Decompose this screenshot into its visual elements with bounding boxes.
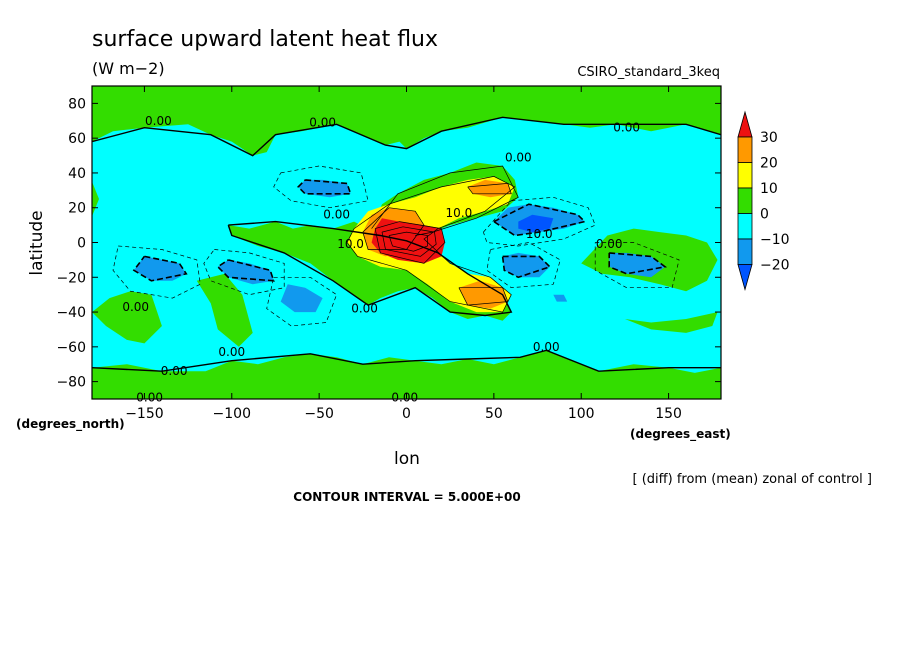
contour-region-0_10-2 [92, 350, 721, 399]
contour-label-4: 0.00 [323, 208, 350, 222]
y-tick-label-8: −80 [56, 375, 86, 391]
contour-line-23 [608, 252, 668, 275]
contour-label-9: 0.00 [351, 302, 378, 316]
contour-line-16 [486, 242, 561, 289]
contour-region-0_10-5 [196, 273, 253, 347]
contour-line-14 [273, 165, 369, 209]
contour-line-9 [381, 226, 437, 257]
contour-label-5: 10.0 [446, 206, 473, 220]
contour-label-14: 0.00 [391, 390, 418, 404]
contour-labels: 0.00 0.00 0.00 0.00 0.00 10.0 10.0 10.0 0.00 0.00… [122, 114, 640, 404]
colorbar-segment-20_30 [737, 136, 753, 163]
contour-label-1: 0.00 [309, 116, 336, 130]
contour-region-0_10-8 [624, 312, 718, 333]
y-axis-ticks: 80 60 40 20 0 −20 −40 −60 −80 [56, 96, 721, 391]
contour-line-17 [594, 242, 680, 289]
dataset-label: CSIRO_standard_3keq [577, 65, 720, 80]
contour-label-11: 0.00 [218, 345, 245, 359]
colorbar: 30 20 10 0 −10 −20 [737, 110, 790, 291]
colorbar-segment-m10_0 [737, 213, 753, 240]
lat-unit-label: (degrees_north) [16, 417, 125, 432]
contour-lines [92, 116, 721, 372]
colorbar-label-0: 30 [760, 130, 778, 146]
chart-units: (W m−2) [92, 59, 165, 78]
y-tick-label-0: 80 [68, 96, 86, 112]
x-tick-label-5: 100 [568, 406, 595, 422]
contour-region-m20_m10-20 [609, 252, 666, 278]
diff-note: [ (diff) from (mean) zonal of control ] [633, 472, 872, 487]
y-tick-label-6: −40 [56, 305, 86, 321]
x-axis-ticks: −150 −100 −50 0 50 100 150 [125, 86, 682, 422]
contour-region-m20_m10-21 [553, 294, 568, 302]
contour-line-21 [493, 203, 587, 237]
contour-line-18 [132, 255, 188, 282]
contour-region-m20_m10-17 [298, 179, 351, 198]
colorbar-label-1: 20 [760, 156, 778, 172]
colorbar-arrow-high [737, 110, 753, 138]
contour-label-2: 0.00 [613, 121, 640, 135]
x-tick-label-6: 150 [655, 406, 682, 422]
contour-label-7: 10.0 [526, 227, 553, 241]
contour-line-2 [227, 220, 513, 317]
contour-line-1 [92, 349, 721, 372]
chart-title: surface upward latent heat flux [92, 27, 438, 52]
contour-line-3 [371, 165, 519, 236]
contour-line-19 [216, 259, 275, 282]
contour-label-8: 0.00 [596, 237, 623, 251]
contour-line-0 [92, 116, 721, 157]
contour-region-0_10-3 [228, 221, 512, 321]
contour-line-15 [483, 196, 596, 247]
colorbar-label-2: 10 [760, 181, 778, 197]
x-tick-label-1: −100 [213, 406, 251, 422]
lon-unit-label: (degrees_east) [630, 427, 731, 442]
y-tick-label-2: 40 [68, 166, 86, 182]
contour-line-12 [203, 249, 285, 296]
y-tick-label-3: 20 [68, 201, 86, 217]
contour-line-20 [297, 179, 352, 195]
contour-line-8 [374, 221, 446, 264]
contour-label-13: 0.00 [136, 390, 163, 404]
x-tick-label-4: 50 [485, 406, 503, 422]
colorbar-segment-10_20 [737, 162, 753, 189]
contour-region-m20_m10-16 [280, 284, 323, 313]
contour-label-3: 0.00 [505, 150, 532, 164]
contour-region-0_10-0 [92, 86, 721, 156]
contour-interval-label: CONTOUR INTERVAL = 5.000E+00 [293, 490, 520, 504]
y-tick-label-1: 60 [68, 131, 86, 147]
colorbar-label-3: 0 [760, 207, 769, 223]
y-tick-label-7: −60 [56, 340, 86, 356]
contour-label-6: 10.0 [337, 237, 364, 251]
colorbar-segment-m20_m10 [737, 238, 753, 265]
x-axis-label: lon [394, 449, 420, 469]
contour-line-7 [467, 183, 512, 195]
contour-region-below_m20-22 [518, 214, 554, 233]
contour-line-10 [388, 231, 428, 252]
colorbar-segment-0_10 [737, 187, 753, 214]
contour-line-13 [266, 276, 338, 327]
contour-label-15: 0.00 [533, 340, 560, 354]
contour-label-12: 0.00 [161, 364, 188, 378]
x-tick-label-0: −150 [125, 406, 163, 422]
y-axis-label: latitude [27, 210, 47, 275]
contour-region-m20_m10-15 [217, 259, 274, 285]
y-tick-label-5: −20 [56, 270, 86, 286]
contour-line-22 [501, 255, 552, 279]
contour-line-5 [362, 207, 425, 250]
colorbar-arrow-low [737, 264, 753, 291]
contour-label-0: 0.00 [145, 114, 172, 128]
colorbar-label-4: −10 [760, 232, 790, 248]
filled-contour-regions [92, 86, 721, 399]
contour-line-4 [346, 176, 516, 313]
contour-line-6 [458, 287, 509, 306]
y-tick-label-4: 0 [77, 236, 86, 252]
contour-region-0_10-6 [92, 291, 162, 344]
x-tick-label-2: −50 [304, 406, 334, 422]
colorbar-label-5: −20 [760, 258, 790, 274]
contour-label-10: 0.00 [122, 300, 149, 314]
x-tick-label-3: 0 [402, 406, 411, 422]
contour-line-11 [112, 245, 201, 299]
